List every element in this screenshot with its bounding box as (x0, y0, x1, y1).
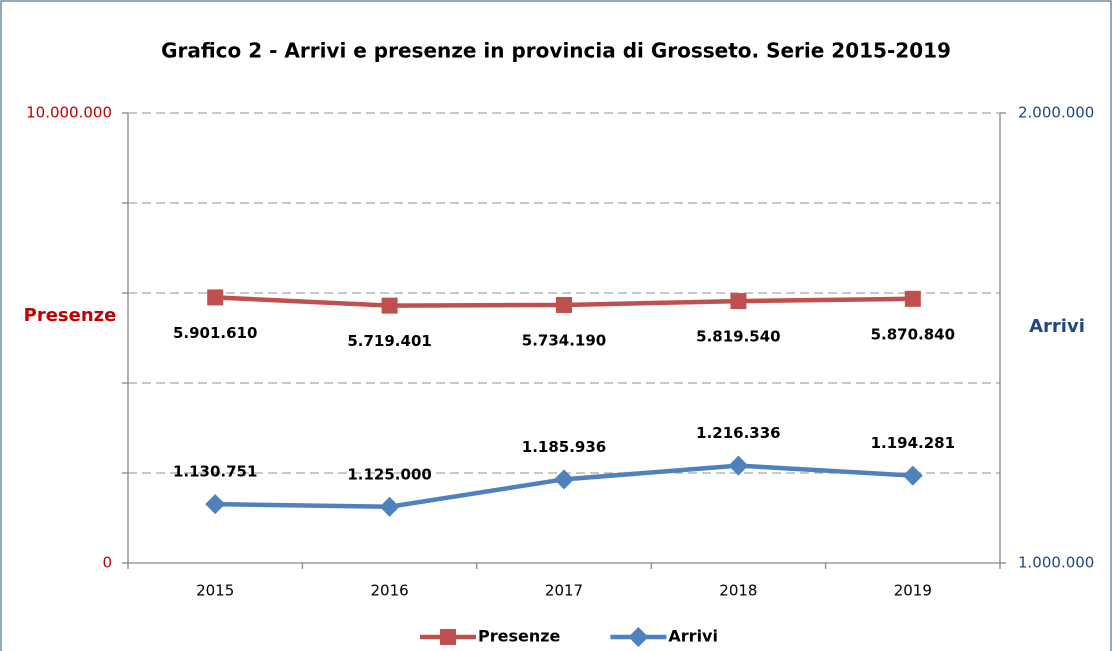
legend-label: Arrivi (668, 627, 718, 646)
marker (207, 289, 224, 306)
data-label: 1.216.336 (696, 424, 780, 442)
y2-tick-label: 1.000.000 (1018, 554, 1094, 572)
data-label: 5.901.610 (173, 324, 257, 342)
data-label: 1.125.000 (347, 465, 431, 483)
x-tick-label: 2016 (371, 582, 409, 600)
x-tick-label: 2015 (196, 582, 234, 600)
chart-title: Grafico 2 - Arrivi e presenze in provinc… (161, 39, 951, 63)
y2-axis-label: Arrivi (1029, 316, 1085, 337)
y-axis-label: Presenze (24, 305, 117, 326)
x-tick-label: 2019 (894, 582, 932, 600)
marker (379, 496, 400, 517)
marker (556, 296, 572, 313)
x-tick-label: 2018 (719, 582, 757, 600)
marker (904, 290, 921, 307)
marker (554, 469, 574, 490)
data-label: 1.194.281 (871, 434, 955, 452)
data-label: 5.819.540 (696, 328, 780, 346)
marker (902, 465, 923, 486)
data-label: 1.130.751 (173, 463, 257, 481)
marker (728, 455, 749, 476)
y-tick-label: 10.000.000 (26, 104, 112, 122)
marker (628, 627, 649, 647)
legend-label: Presenze (478, 627, 561, 646)
x-tick-label: 2017 (545, 582, 583, 600)
data-label: 5.719.401 (347, 332, 431, 350)
marker (381, 297, 398, 314)
marker (730, 293, 747, 310)
data-label: 1.185.936 (522, 438, 606, 456)
marker (205, 494, 226, 515)
data-label: 5.734.190 (522, 331, 606, 349)
y-tick-label: 0 (102, 554, 112, 572)
y2-tick-label: 2.000.000 (1018, 104, 1094, 122)
marker (440, 629, 456, 645)
data-label: 5.870.840 (871, 325, 955, 343)
